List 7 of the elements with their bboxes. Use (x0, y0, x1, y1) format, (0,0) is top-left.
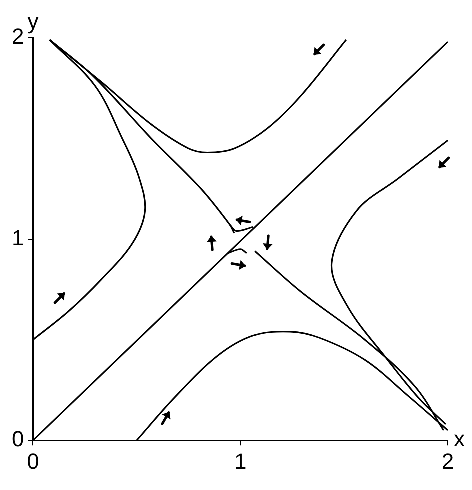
y-tick-label: 0 (12, 426, 24, 452)
x-axis-title: x (454, 426, 465, 452)
x-tick-label: 1 (234, 448, 247, 474)
x-tick-label: 2 (442, 448, 454, 474)
y-tick-label: 1 (12, 225, 24, 250)
y-axis-title: y (28, 9, 39, 34)
y-tick-label: 2 (12, 24, 24, 50)
